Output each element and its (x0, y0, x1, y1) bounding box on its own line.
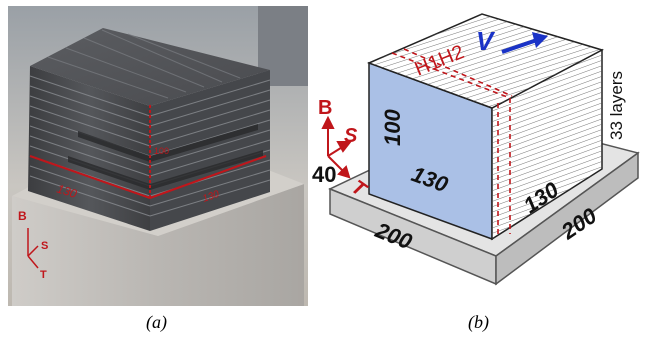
section-lines (391, 48, 513, 238)
layers-label: 33 layers (607, 71, 626, 140)
plate-side (495, 151, 639, 286)
photo-dim-depth-line (149, 155, 267, 199)
photo-dimension-lines (29, 104, 267, 199)
photo-axis-t: T (40, 269, 47, 281)
photo-dim-width: 130 (55, 182, 79, 202)
schematic-axis-s: S (344, 125, 358, 147)
block-side-hatch (492, 50, 602, 239)
photo-block-front (28, 66, 150, 231)
velocity-label: V (476, 26, 496, 56)
photo-block-top (30, 28, 270, 106)
caption-a: (a) (146, 312, 167, 332)
velocity-arrow (501, 32, 548, 54)
dim-block-height: 100 (380, 109, 405, 146)
photo-top-texture (47, 29, 241, 99)
photo-dim-height: 100 (154, 146, 169, 156)
schematic-panel: V H1H2 33 layers 100 130 130 200 200 40 … (312, 13, 640, 286)
photo-panel: 130 130 100 B S T (8, 6, 308, 306)
photo-base-plate (12, 184, 304, 306)
photo-block-side (150, 70, 270, 231)
schematic-axis-triad (321, 115, 353, 179)
schematic-axis-b: B (318, 97, 332, 119)
caption-b: (b) (468, 312, 489, 332)
dim-plate-thickness: 40 (312, 162, 336, 187)
photo-axis-triad (27, 228, 39, 269)
photo-axis-s: S (41, 240, 48, 252)
photo-cut-grooves (68, 124, 263, 190)
photo-axis-b: B (18, 209, 27, 223)
photo-dim-width-line (29, 155, 151, 199)
